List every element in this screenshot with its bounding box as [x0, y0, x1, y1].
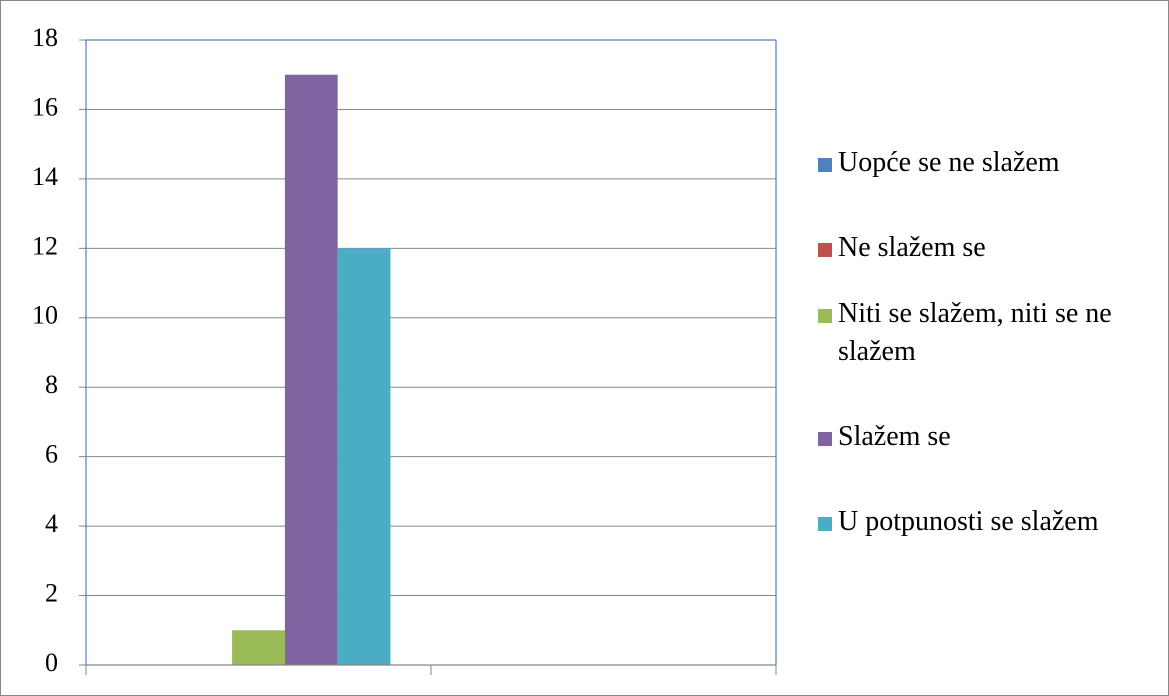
bar — [232, 630, 285, 665]
legend-swatch — [818, 243, 832, 257]
bar — [284, 74, 338, 665]
legend-swatch — [818, 432, 832, 446]
y-tick-label: 14 — [32, 162, 58, 191]
legend-label: Ne slažem se — [838, 232, 986, 263]
y-tick-label: 16 — [32, 92, 58, 121]
y-tick-label: 8 — [45, 370, 58, 399]
y-tick-label: 4 — [45, 509, 58, 538]
y-tick-label: 2 — [45, 579, 58, 608]
legend-swatch — [818, 309, 832, 323]
y-tick-label: 6 — [45, 440, 58, 469]
legend-swatch — [818, 158, 832, 172]
y-tick-label: 18 — [32, 23, 58, 52]
legend-label: Niti se slažem, niti se ne slažem — [838, 298, 1112, 367]
y-tick-label: 12 — [32, 231, 58, 260]
legend-label: U potpunosti se slažem — [838, 506, 1099, 537]
y-tick-label: 10 — [32, 301, 58, 330]
y-tick-label: 0 — [45, 648, 58, 677]
bar — [337, 248, 391, 666]
legend-swatch — [818, 517, 832, 531]
legend-label: Slažem se — [838, 421, 951, 452]
legend-label: Uopće se ne slažem — [838, 147, 1060, 178]
